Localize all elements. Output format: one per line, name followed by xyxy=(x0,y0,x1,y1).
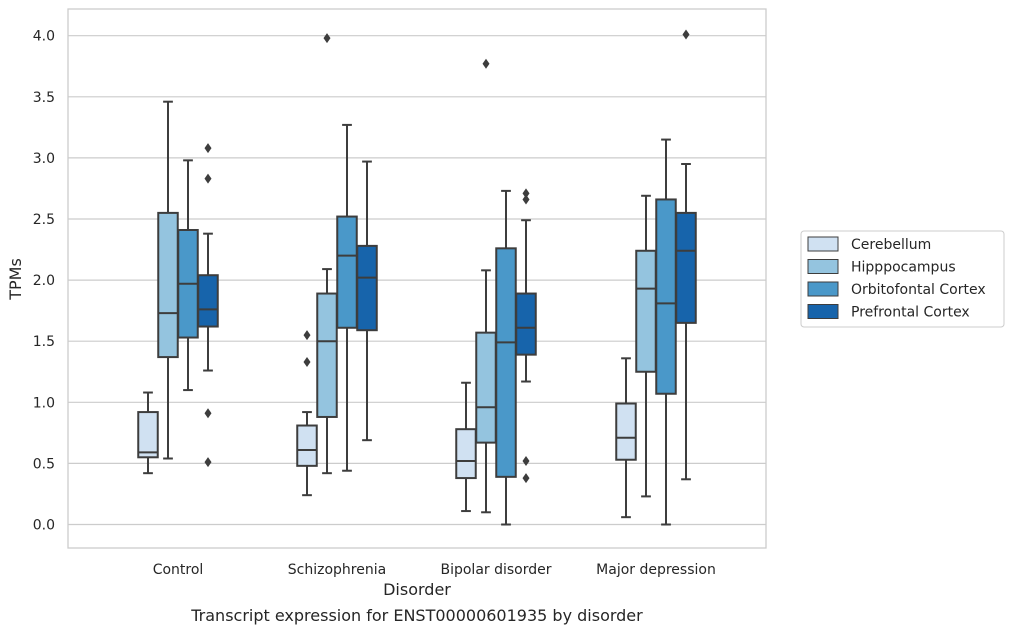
y-tick-label: 3.0 xyxy=(33,151,55,167)
outlier-point xyxy=(482,58,490,69)
box-iqr xyxy=(336,215,358,329)
box-iqr xyxy=(316,292,338,418)
legend-label: Prefrontal Cortex xyxy=(851,305,970,321)
box xyxy=(455,381,477,513)
outlier-point xyxy=(682,29,690,40)
outlier-point xyxy=(303,356,311,367)
box-iqr xyxy=(356,244,378,332)
box-iqr xyxy=(475,331,497,444)
legend-swatch xyxy=(807,281,839,297)
y-tick-label: 4.0 xyxy=(33,29,55,45)
outlier-point xyxy=(522,188,530,199)
box xyxy=(316,33,338,475)
box xyxy=(177,159,199,392)
box xyxy=(515,188,537,484)
outlier-point xyxy=(522,194,530,205)
y-tick-label: 0.0 xyxy=(33,518,55,534)
outlier-point xyxy=(522,455,530,466)
x-tick-label: Schizophrenia xyxy=(288,562,386,578)
box xyxy=(475,58,497,514)
y-axis-label: TPMs xyxy=(6,258,25,301)
y-tick-label: 1.0 xyxy=(33,395,55,411)
box-iqr xyxy=(455,428,477,480)
box-iqr xyxy=(296,424,318,467)
x-tick-label: Bipolar disorder xyxy=(440,562,551,578)
box-iqr xyxy=(157,211,179,359)
outlier-point xyxy=(303,330,311,341)
outlier-point xyxy=(204,457,212,468)
box xyxy=(336,123,358,472)
outlier-point xyxy=(204,173,212,184)
box-iqr xyxy=(515,292,537,356)
box-iqr xyxy=(635,249,657,373)
box xyxy=(615,357,637,519)
y-tick-label: 2.5 xyxy=(33,212,55,228)
legend-frame xyxy=(800,230,1005,328)
box xyxy=(356,160,378,442)
x-axis-label: Disorder xyxy=(383,580,451,599)
box-groups xyxy=(137,29,697,526)
legend-swatch xyxy=(807,304,839,319)
box xyxy=(197,143,219,468)
x-tick-labels: Control Schizophrenia Bipolar disorder Majo… xyxy=(153,562,716,578)
outlier-point xyxy=(522,473,530,484)
box-iqr xyxy=(137,411,159,459)
box-iqr xyxy=(197,274,219,328)
x-tick-label: Major depression xyxy=(596,562,716,578)
legend-label: Cerebellum xyxy=(851,237,931,253)
plot-frame xyxy=(67,8,767,549)
box xyxy=(635,194,657,498)
y-tick-label: 3.5 xyxy=(33,90,55,106)
box xyxy=(137,391,159,475)
outlier-point xyxy=(204,143,212,154)
box-iqr xyxy=(655,198,677,395)
outlier-point xyxy=(204,408,212,419)
box xyxy=(495,189,517,526)
y-tick-label: 2.0 xyxy=(33,273,55,289)
figure-caption: Transcript expression for ENST0000060193… xyxy=(191,606,643,625)
x-tick-label: Control xyxy=(153,562,204,578)
legend-label: Hipppocampus xyxy=(851,260,956,276)
box xyxy=(296,330,318,497)
box xyxy=(655,138,677,526)
y-tick-label: 0.5 xyxy=(33,456,55,472)
box-iqr xyxy=(675,211,697,324)
y-tick-label: 1.5 xyxy=(33,334,55,350)
box xyxy=(157,100,179,460)
box-iqr xyxy=(615,402,637,461)
legend-label: Orbitofontal Cortex xyxy=(851,282,986,298)
legend: Cerebellum Hipppocampus Orbitofontal Corte… xyxy=(800,230,1005,328)
box-iqr xyxy=(495,247,517,478)
legend-swatch xyxy=(807,236,839,252)
y-tick-labels: 0.0 0.5 1.0 1.5 2.0 2.5 3.0 3.5 4.0 xyxy=(33,29,55,534)
box xyxy=(675,29,697,481)
legend-swatch xyxy=(807,259,839,274)
outlier-point xyxy=(323,33,331,44)
